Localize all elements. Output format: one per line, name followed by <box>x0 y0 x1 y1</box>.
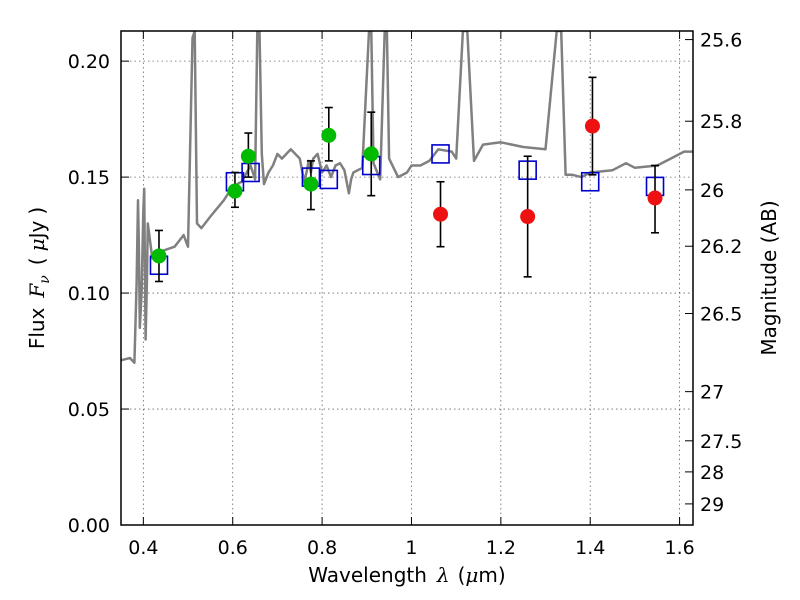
x-tick-label: 1 <box>405 537 417 559</box>
infrared-data-point <box>584 118 600 134</box>
y-tick-label: 0.15 <box>68 167 110 189</box>
infrared-data-point <box>520 209 536 225</box>
x-tick-label: 0.4 <box>128 537 158 559</box>
grid <box>121 31 693 526</box>
optical-data-point <box>321 127 337 143</box>
y2-tick-label: 25.8 <box>700 111 742 133</box>
model-point-square <box>319 169 339 190</box>
optical-points <box>151 127 379 264</box>
y2-tick-label: 26.2 <box>700 236 742 258</box>
plot-frame <box>120 30 694 526</box>
optical-data-point <box>363 146 379 162</box>
model-spectrum-line <box>121 31 693 364</box>
x-axis-label: Wavelength λ (μm) <box>308 563 505 587</box>
y-tick-label: 0.05 <box>68 399 110 421</box>
x-tick-label: 1.2 <box>486 537 516 559</box>
y2-axis-label: Magnitude (AB) <box>757 200 781 355</box>
y-tick-label: 0.10 <box>68 283 110 305</box>
x-axis-ticks: 0.4 0.6 0.8 1 1.2 1.4 1.6 <box>128 31 695 559</box>
y-axis-ticks: 0.00 0.05 0.10 0.15 0.20 <box>68 51 129 537</box>
y2-tick-label: 26 <box>700 180 724 202</box>
infrared-data-point <box>647 190 663 206</box>
y-axis-label: FluxFν(μJy) <box>25 207 53 349</box>
infrared-points <box>433 118 663 225</box>
x-tick-label: 0.8 <box>307 537 337 559</box>
x-tick-label: 0.6 <box>218 537 248 559</box>
y2-tick-label: 28 <box>700 462 724 484</box>
y2-tick-label: 29 <box>700 494 724 516</box>
y2-axis-ticks: 25.6 25.8 26 26.2 26.5 27 27.5 28 29 <box>685 30 742 516</box>
x-tick-label: 1.4 <box>575 537 605 559</box>
y2-tick-label: 27.5 <box>700 431 742 453</box>
optical-data-point <box>151 248 167 264</box>
model-point-square <box>431 144 450 164</box>
y2-tick-label: 26.5 <box>700 303 742 325</box>
model-point-square <box>241 162 260 183</box>
y2-tick-label: 25.6 <box>700 30 742 52</box>
errorbars <box>154 76 660 283</box>
model-points <box>149 144 665 276</box>
y-tick-label: 0.00 <box>68 515 110 537</box>
x-tick-label: 1.6 <box>664 537 694 559</box>
y-tick-label: 0.20 <box>68 51 110 73</box>
optical-data-point <box>303 176 319 192</box>
optical-data-point <box>240 148 256 164</box>
model-point-square <box>580 171 600 192</box>
optical-data-point <box>227 183 243 199</box>
y2-tick-label: 27 <box>700 382 724 404</box>
infrared-data-point <box>433 206 449 222</box>
